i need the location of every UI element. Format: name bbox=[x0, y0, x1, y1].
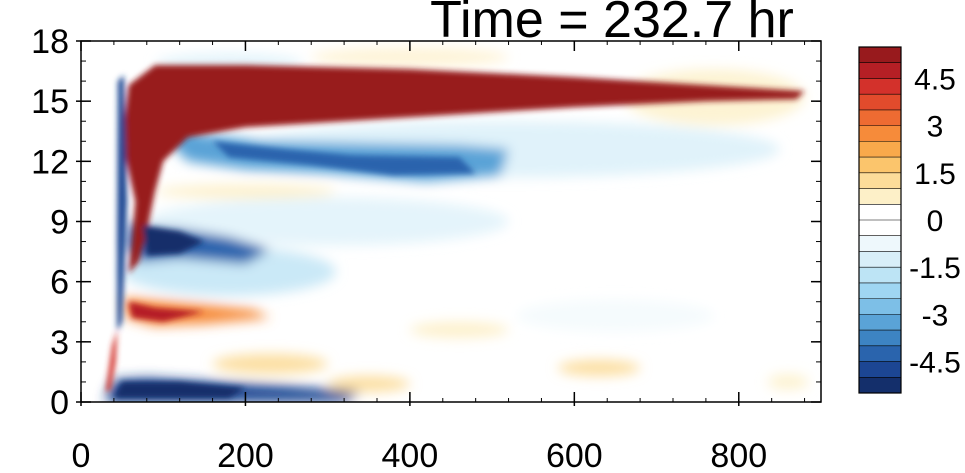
jet-core bbox=[122, 65, 805, 274]
colorbar-swatch bbox=[859, 94, 901, 111]
pos-patch-2 bbox=[409, 321, 509, 338]
colorbar-label: -1.5 bbox=[909, 252, 961, 285]
x-tick-label: 400 bbox=[382, 437, 439, 473]
y-tick-label: 0 bbox=[50, 384, 69, 422]
x-tick-label: 800 bbox=[710, 437, 767, 473]
colorbar-label: 1.5 bbox=[914, 158, 956, 191]
colorbar-swatch bbox=[859, 345, 901, 362]
colorbar: 4.5 3 1.5 0 -1.5 -3 -4.5 bbox=[858, 46, 961, 394]
colorbar-swatch bbox=[859, 235, 901, 252]
pos-cell-core bbox=[128, 301, 205, 322]
colorbar-swatch bbox=[859, 220, 901, 237]
pos-patch-1 bbox=[212, 353, 328, 374]
pos-patch-5 bbox=[155, 184, 336, 199]
neg-cell-core bbox=[142, 225, 205, 256]
colorbar-label: 4.5 bbox=[914, 63, 956, 96]
y-tick-label: 6 bbox=[50, 264, 69, 302]
haze-low bbox=[122, 247, 336, 296]
axes: 0 200 400 600 800 0 3 6 9 12 15 18 bbox=[31, 23, 821, 473]
pos-patch-4 bbox=[327, 375, 410, 392]
colorbar-swatch bbox=[859, 188, 901, 205]
colorbar-swatch bbox=[859, 298, 901, 315]
haze-right bbox=[516, 299, 715, 332]
y-tick-label: 18 bbox=[31, 23, 69, 61]
y-tick-label: 3 bbox=[50, 324, 69, 362]
y-tick-label: 15 bbox=[31, 83, 69, 121]
colorbar-swatch bbox=[859, 47, 901, 64]
colorbar-swatch bbox=[859, 361, 901, 378]
x-tick-label: 0 bbox=[72, 437, 91, 473]
x-tick-label: 600 bbox=[546, 437, 603, 473]
top-positive-haze bbox=[311, 47, 509, 68]
colorbar-swatch bbox=[859, 172, 901, 189]
colorbar-swatch bbox=[859, 267, 901, 284]
y-tick-label: 9 bbox=[50, 204, 69, 242]
jet-inner bbox=[130, 71, 674, 212]
colorbar-swatch bbox=[859, 78, 901, 95]
colorbar-label: -3 bbox=[922, 299, 949, 332]
colorbar-swatch bbox=[859, 125, 901, 142]
early-neg-streak bbox=[117, 75, 127, 332]
field-detail bbox=[105, 65, 805, 398]
colorbar-label: 0 bbox=[927, 205, 944, 238]
colorbar-frame bbox=[858, 46, 902, 394]
haze-mid bbox=[146, 197, 509, 246]
neg-band-core bbox=[212, 141, 476, 176]
colorbar-swatch bbox=[859, 377, 901, 394]
surface-neg-core bbox=[113, 381, 246, 398]
colorbar-swatch bbox=[859, 157, 901, 174]
field-layer bbox=[105, 47, 809, 402]
colorbar-label: 3 bbox=[927, 111, 944, 144]
pos-patch-6 bbox=[767, 373, 809, 390]
colorbar-label: -4.5 bbox=[909, 347, 961, 380]
colorbar-swatch bbox=[859, 109, 901, 126]
colorbar-swatch bbox=[859, 204, 901, 221]
colorbar-swatch bbox=[859, 282, 901, 299]
y-tick-label: 12 bbox=[31, 143, 69, 181]
colorbar-swatch bbox=[859, 141, 901, 158]
colorbar-swatch bbox=[859, 251, 901, 268]
x-tick-label: 200 bbox=[217, 437, 274, 473]
colorbar-swatch bbox=[859, 314, 901, 331]
colorbar-swatch bbox=[859, 330, 901, 347]
colorbar-swatch bbox=[859, 62, 901, 79]
chart-title: Time = 232.7 hr bbox=[430, 0, 794, 49]
pos-patch-3 bbox=[557, 359, 641, 376]
early-pos-streak bbox=[105, 329, 118, 392]
